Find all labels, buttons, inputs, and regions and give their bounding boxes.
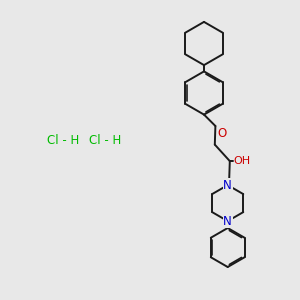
Text: O: O [218,128,227,140]
Text: N: N [223,214,232,228]
Text: Cl - H: Cl - H [47,134,79,148]
Text: Cl - H: Cl - H [89,134,121,148]
Text: N: N [223,178,232,192]
Text: OH: OH [233,156,250,166]
